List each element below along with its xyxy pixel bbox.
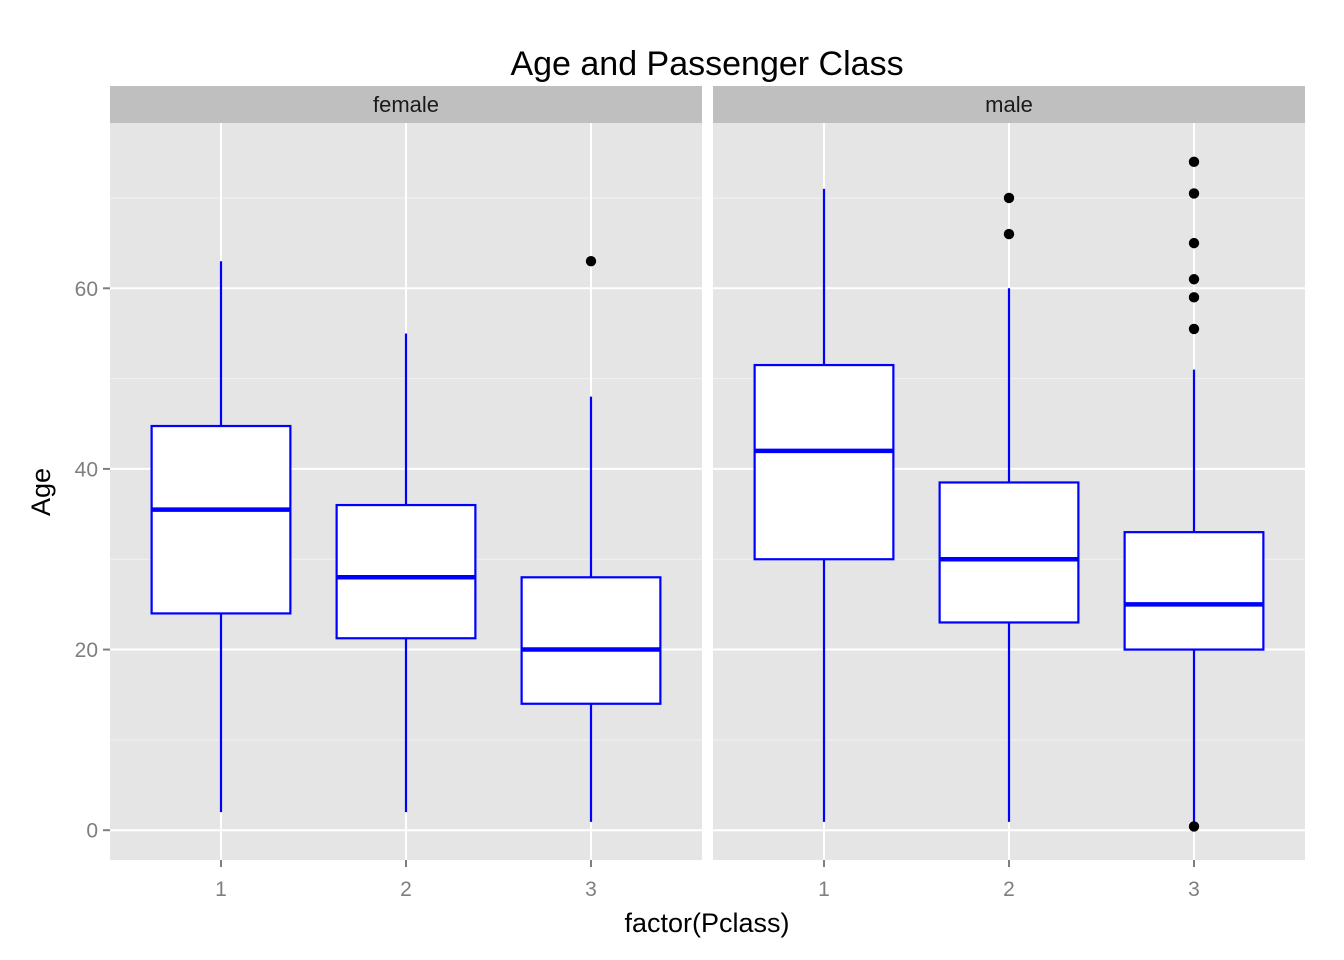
box-iqr	[520, 576, 662, 705]
x-tick-label: 2	[400, 878, 412, 901]
box-male-2	[938, 192, 1080, 822]
outlier-point	[585, 255, 597, 267]
x-tick-label: 1	[215, 878, 227, 901]
x-tick-label: 3	[585, 878, 597, 901]
outlier-point	[1188, 292, 1200, 303]
outlier-point	[1188, 821, 1200, 832]
x-tick-label: 1	[818, 878, 830, 901]
box-iqr	[1123, 531, 1265, 651]
box-iqr	[938, 481, 1080, 624]
y-tick-label: 20	[75, 639, 98, 662]
outlier-point	[1003, 192, 1015, 204]
facet-panel-female: female 1 2 3	[110, 86, 702, 901]
y-axis: 0 20 40 60	[75, 278, 110, 843]
outlier-point	[1188, 323, 1200, 335]
outlier-point	[1188, 156, 1200, 168]
x-axis-title: factor(Pclass)	[624, 908, 789, 938]
facet-panel-male: male 1 2 3	[713, 86, 1305, 901]
box-iqr	[753, 363, 895, 561]
facet-strip	[110, 86, 702, 123]
facet-strip	[713, 86, 1305, 123]
y-tick-label: 0	[86, 820, 98, 843]
box-male-1	[753, 188, 895, 822]
outlier-point	[1188, 274, 1200, 285]
box-iqr	[150, 424, 292, 615]
outlier-point	[1188, 188, 1200, 199]
chart-title: Age and Passenger Class	[510, 45, 903, 83]
box-male-3	[1123, 156, 1265, 832]
box-female-2	[335, 333, 477, 813]
y-tick-label: 60	[75, 278, 98, 301]
box-iqr	[335, 503, 477, 640]
y-tick-label: 40	[75, 458, 98, 481]
x-tick-label: 2	[1003, 878, 1015, 901]
x-tick-label: 3	[1188, 878, 1200, 901]
facet-strip-label: male	[985, 92, 1033, 117]
box-female-1	[150, 261, 292, 813]
y-axis-title: Age	[26, 468, 56, 516]
facet-panels: female 1 2 3 male 1 2 3	[110, 86, 1305, 901]
outlier-point	[1188, 237, 1200, 249]
outlier-point	[1003, 228, 1015, 240]
facet-strip-label: female	[373, 92, 439, 117]
box-female-3	[520, 255, 662, 822]
